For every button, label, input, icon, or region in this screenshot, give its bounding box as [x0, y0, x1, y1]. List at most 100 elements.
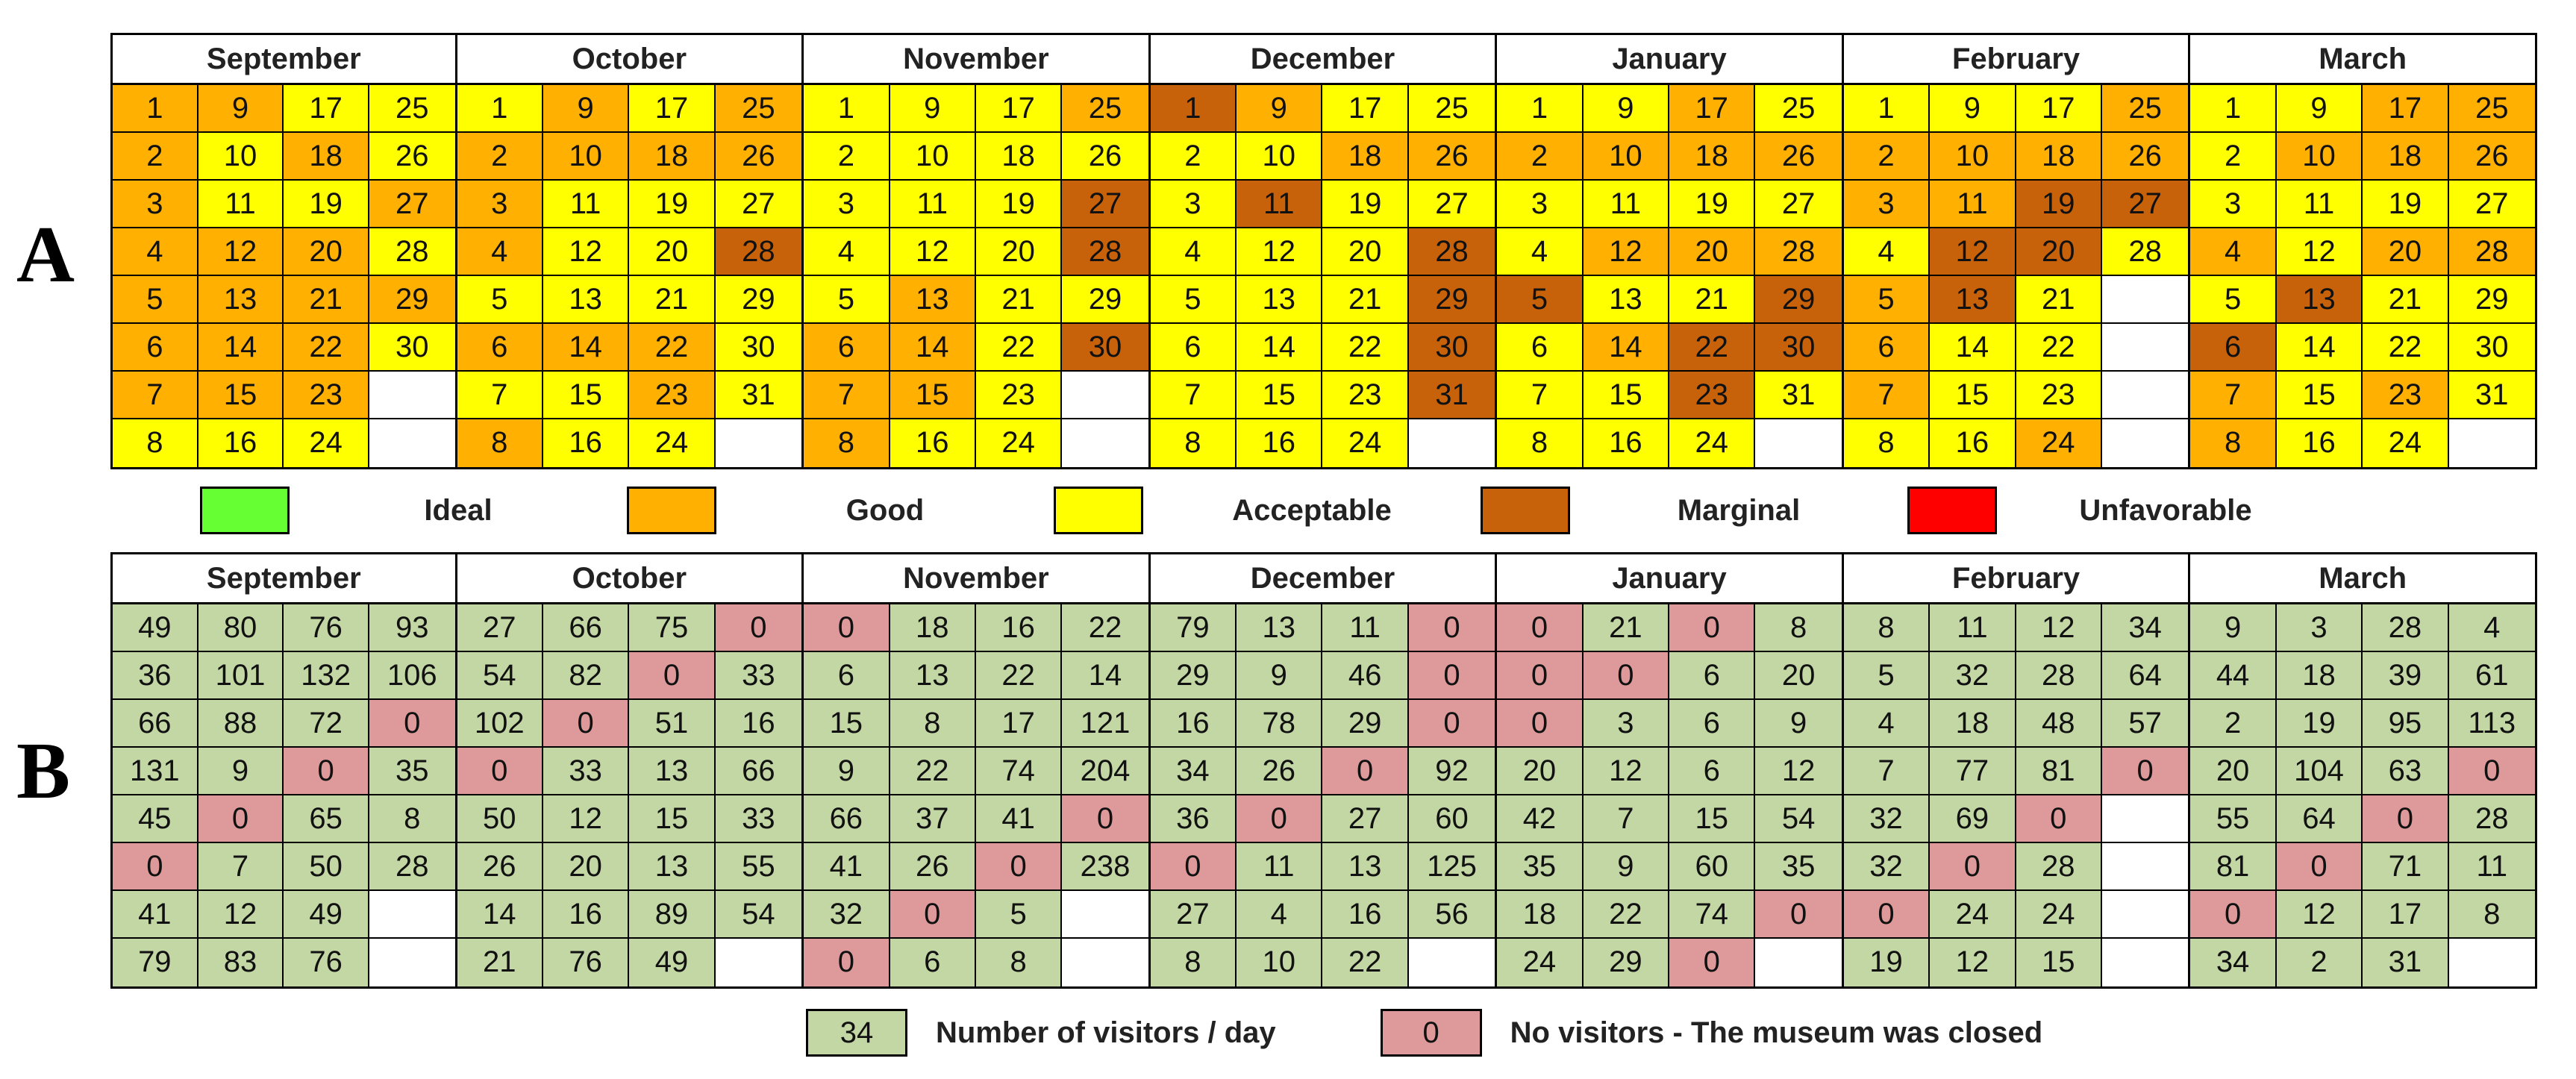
day-cell: 11 — [1237, 181, 1323, 228]
day-cell: 28 — [2101, 228, 2189, 276]
day-cell: 30 — [2448, 324, 2535, 372]
visitor-cell: 0 — [1843, 891, 1931, 939]
day-cell: 29 — [369, 276, 455, 324]
day-cell: 10 — [1237, 133, 1323, 181]
day-cell: 19 — [284, 181, 369, 228]
visitor-cell: 32 — [1930, 652, 2016, 700]
day-cell: 19 — [1322, 181, 1409, 228]
day-cell: 15 — [198, 372, 284, 419]
visitor-cell: 132 — [284, 652, 369, 700]
visitor-cell: 8 — [890, 700, 976, 748]
legend-a: Ideal Good Acceptable Marginal Unfavorable — [200, 487, 2334, 534]
day-cell: 23 — [1322, 372, 1409, 419]
visitor-cell: 37 — [890, 795, 976, 843]
legend-item-unfavorable: Unfavorable — [1907, 487, 2334, 534]
visitor-cell: 24 — [2016, 891, 2102, 939]
visitor-cell: 36 — [113, 652, 198, 700]
day-cell: 23 — [284, 372, 369, 419]
day-cell: 1 — [1150, 85, 1237, 133]
visitor-cell: 69 — [1930, 795, 2016, 843]
month-march: March 9 3 28 4 44 18 39 61 2 19 95 113 20 104 63 0 55 64 0 2… — [2190, 552, 2537, 989]
visitor-cell: 26 — [890, 843, 976, 891]
day-cell: 29 — [1408, 276, 1495, 324]
visitor-cell: 78 — [1237, 700, 1323, 748]
visitor-cell: 66 — [543, 604, 630, 652]
day-cell — [2101, 276, 2189, 324]
day-cell: 4 — [1150, 228, 1237, 276]
visitor-cell: 0 — [1497, 604, 1584, 652]
visitor-cell: 22 — [1583, 891, 1670, 939]
day-cell: 2 — [2190, 133, 2277, 181]
day-cell: 3 — [2190, 181, 2277, 228]
day-cell: 19 — [975, 181, 1063, 228]
day-cell: 10 — [198, 133, 284, 181]
month-days: 0 18 16 22 6 13 22 14 15 8 17 121 9 22 74 204 66 37 41 0 41 2… — [804, 604, 1148, 986]
visitor-cell: 102 — [457, 700, 543, 748]
month-november: November 0 18 16 22 6 13 22 14 15 8 17 121 9 22 74 204 66… — [804, 552, 1151, 989]
month-february: February 8 11 12 34 5 32 28 64 4 18 48 57 7 77 81 0 32 69 0… — [1843, 552, 2191, 989]
visitor-cell: 75 — [629, 604, 716, 652]
day-cell: 28 — [715, 228, 802, 276]
visitor-cell: 14 — [457, 891, 543, 939]
visitor-cell: 76 — [543, 939, 630, 986]
visitor-cell: 12 — [543, 795, 630, 843]
day-cell: 6 — [457, 324, 543, 372]
visitor-cell: 76 — [284, 604, 369, 652]
visitor-cell: 28 — [2363, 604, 2449, 652]
day-cell: 5 — [2190, 276, 2277, 324]
day-cell: 17 — [284, 85, 369, 133]
day-cell: 13 — [1930, 276, 2016, 324]
day-cell: 20 — [1669, 228, 1756, 276]
visitor-cell: 60 — [1669, 843, 1756, 891]
day-cell: 14 — [543, 324, 630, 372]
legend-swatch-good — [627, 487, 716, 534]
visitor-cell: 131 — [113, 748, 198, 795]
visitor-cell: 0 — [198, 795, 284, 843]
day-cell: 17 — [1322, 85, 1409, 133]
visitor-cell: 9 — [1755, 700, 1842, 748]
visitor-cell: 0 — [1669, 939, 1756, 986]
visitor-cell: 5 — [1843, 652, 1931, 700]
day-cell: 8 — [113, 419, 198, 467]
visitor-cell: 31 — [2363, 939, 2449, 986]
day-cell: 15 — [1583, 372, 1670, 419]
visitor-cell: 3 — [1583, 700, 1670, 748]
day-cell: 30 — [1755, 324, 1842, 372]
day-cell: 13 — [2276, 276, 2363, 324]
day-cell: 25 — [369, 85, 455, 133]
visitor-cell: 46 — [1322, 652, 1409, 700]
month-header: March — [2190, 35, 2535, 85]
visitor-cell: 34 — [1150, 748, 1237, 795]
visitor-cell: 19 — [1843, 939, 1931, 986]
month-header: March — [2190, 554, 2535, 604]
day-cell: 4 — [804, 228, 890, 276]
day-cell: 19 — [629, 181, 716, 228]
day-cell: 26 — [1755, 133, 1842, 181]
day-cell: 6 — [804, 324, 890, 372]
visitor-cell: 34 — [2101, 604, 2189, 652]
visitor-cell: 6 — [804, 652, 890, 700]
day-cell: 29 — [1062, 276, 1148, 324]
visitor-cell: 204 — [1062, 748, 1148, 795]
day-cell — [1062, 372, 1148, 419]
day-cell: 22 — [2363, 324, 2449, 372]
visitor-cell: 20 — [2190, 748, 2277, 795]
day-cell: 30 — [715, 324, 802, 372]
day-cell — [2448, 419, 2535, 467]
panel-label-b: B — [16, 727, 71, 816]
day-cell: 11 — [1583, 181, 1670, 228]
day-cell: 9 — [1583, 85, 1670, 133]
day-cell: 23 — [1669, 372, 1756, 419]
visitor-cell: 41 — [804, 843, 890, 891]
day-cell: 23 — [2016, 372, 2102, 419]
visitor-cell: 51 — [629, 700, 716, 748]
month-header: December — [1150, 35, 1495, 85]
visitor-cell: 0 — [1497, 700, 1584, 748]
day-cell: 6 — [1150, 324, 1237, 372]
day-cell: 22 — [1322, 324, 1409, 372]
day-cell: 5 — [804, 276, 890, 324]
visitor-cell: 16 — [1322, 891, 1409, 939]
legend-item-ideal: Ideal — [200, 487, 627, 534]
visitor-cell: 28 — [369, 843, 455, 891]
visitor-cell: 0 — [369, 700, 455, 748]
